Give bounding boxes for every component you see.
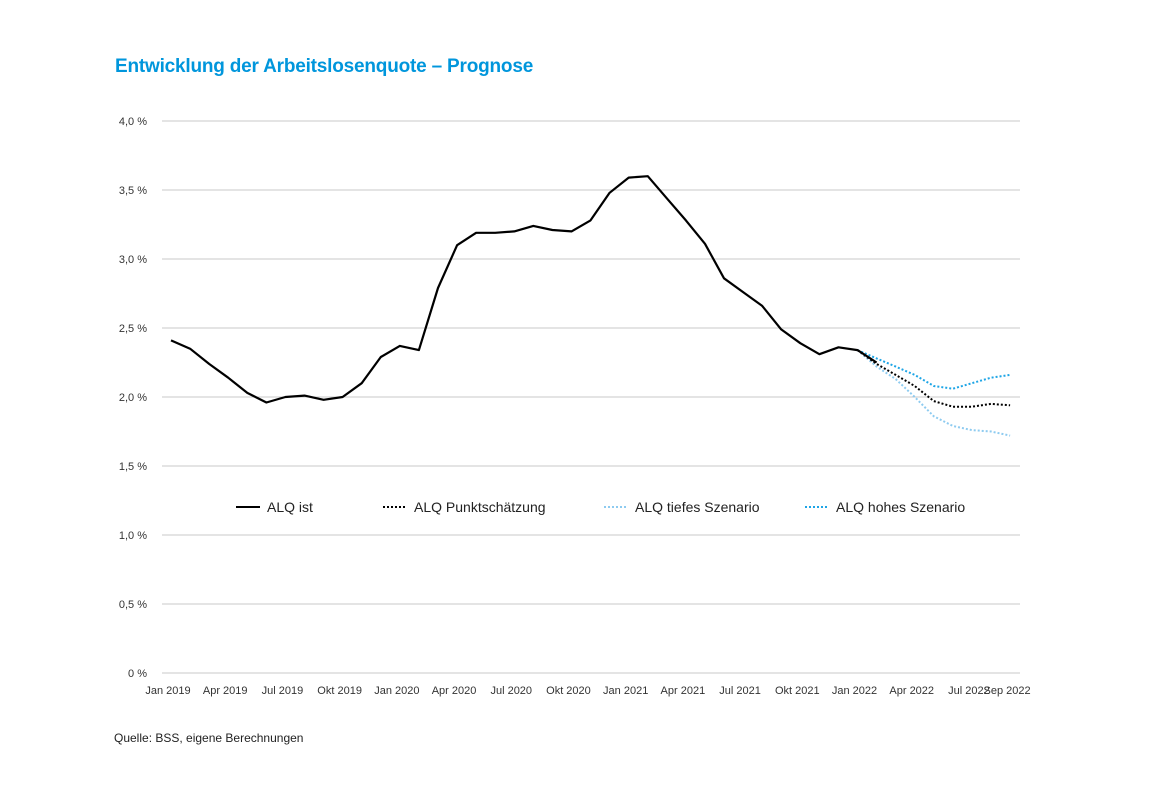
x-tick-label: Okt 2021 bbox=[775, 685, 820, 697]
x-tick-label: Okt 2020 bbox=[546, 685, 591, 697]
series-line-alq-punktsch-tzung bbox=[856, 349, 1011, 408]
legend-label: ALQ hohes Szenario bbox=[836, 499, 965, 515]
legend-label: ALQ Punktschätzung bbox=[414, 499, 546, 515]
x-tick-label: Jan 2019 bbox=[145, 685, 190, 697]
x-tick-label: Jul 2021 bbox=[719, 685, 761, 697]
x-tick-label: Apr 2022 bbox=[889, 685, 934, 697]
source-note: Quelle: BSS, eigene Berechnungen bbox=[114, 731, 304, 745]
y-tick-label: 2,5 % bbox=[119, 323, 147, 335]
y-tick-label: 1,0 % bbox=[119, 530, 147, 542]
x-tick-label: Jul 2022 bbox=[948, 685, 990, 697]
legend-label: ALQ ist bbox=[267, 499, 313, 515]
y-tick-label: 0 % bbox=[128, 668, 147, 680]
x-tick-label: Apr 2021 bbox=[661, 685, 706, 697]
gridlines bbox=[162, 120, 1020, 674]
y-tick-label: 1,5 % bbox=[119, 461, 147, 473]
x-tick-label: Jan 2020 bbox=[374, 685, 419, 697]
y-tick-label: 2,0 % bbox=[119, 392, 147, 404]
series-lines bbox=[170, 175, 1011, 437]
x-tick-label: Jan 2022 bbox=[832, 685, 877, 697]
x-tick-label: Jul 2020 bbox=[490, 685, 532, 697]
y-axis-ticks: 0 % 0,5 % 1,0 % 1,5 % 2,0 % 2,5 % 3,0 % 3,5 % 4,… bbox=[119, 116, 147, 680]
x-tick-label: Jan 2021 bbox=[603, 685, 648, 697]
y-tick-label: 3,0 % bbox=[119, 254, 147, 266]
y-tick-label: 4,0 % bbox=[119, 116, 147, 128]
x-axis-ticks: Jan 2019 Apr 2019 Jul 2019 Okt 2019 Jan 2020… bbox=[145, 685, 1030, 697]
y-tick-label: 0,5 % bbox=[119, 599, 147, 611]
chart-title: Entwicklung der Arbeitslosenquote – Prog… bbox=[115, 56, 534, 77]
series-line-alq-tiefes-szenario bbox=[856, 349, 1011, 437]
y-tick-label: 3,5 % bbox=[119, 185, 147, 197]
x-tick-label: Apr 2019 bbox=[203, 685, 248, 697]
x-tick-label: Jul 2019 bbox=[262, 685, 304, 697]
x-tick-label: Apr 2020 bbox=[432, 685, 477, 697]
series-line-alq-ist bbox=[170, 175, 878, 404]
legend-label: ALQ tiefes Szenario bbox=[635, 499, 760, 515]
x-tick-label: Sep 2022 bbox=[984, 685, 1031, 697]
series-line-alq-hohes-szenario bbox=[857, 349, 1011, 390]
legend: ALQ ist ALQ Punktschätzung ALQ tiefes Szen… bbox=[236, 499, 965, 515]
x-tick-label: Okt 2019 bbox=[317, 685, 362, 697]
